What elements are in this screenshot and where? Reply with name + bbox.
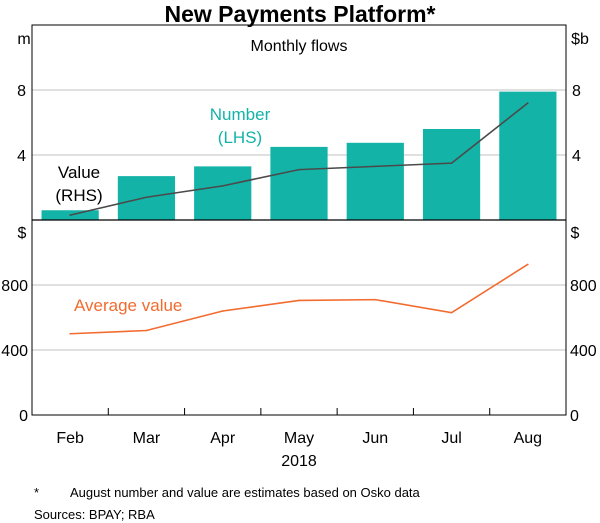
bar-number-jul <box>422 129 481 220</box>
point-value-aug <box>527 102 529 104</box>
y-tick-label-right-top: 8 <box>572 83 581 100</box>
point-average-feb <box>69 332 71 335</box>
y-tick-label-right-bottom: 800 <box>570 278 597 295</box>
footnote-star: * <box>34 485 39 500</box>
bar-number-jun <box>346 142 404 220</box>
point-value-feb <box>69 214 71 216</box>
y-tick-label-right-top: 4 <box>572 148 581 165</box>
point-average-jul <box>450 311 453 314</box>
y-tick-label-left-top: 4 <box>17 148 26 165</box>
point-value-jul <box>450 162 453 164</box>
y-tick-label-right-bottom: 400 <box>570 343 597 360</box>
right-unit-bottom: $ <box>571 225 580 242</box>
legend-value-line1: Value <box>58 163 100 182</box>
legend-value-line2: (RHS) <box>55 186 102 205</box>
y-tick-label-left-bottom: 800 <box>1 278 28 295</box>
point-value-may <box>298 168 300 171</box>
point-average-jun <box>374 298 377 301</box>
right-unit-top: $b <box>571 31 589 48</box>
point-value-jun <box>374 165 377 168</box>
x-tick-label: Aug <box>514 430 542 447</box>
chart-title: New Payments Platform* <box>165 1 436 27</box>
legend-number-line1: Number <box>210 105 271 124</box>
bar-number-apr <box>194 166 252 220</box>
legend-number-line2: (LHS) <box>218 128 262 147</box>
point-average-may <box>298 299 300 302</box>
y-tick-label-left-bottom: 0 <box>19 408 28 425</box>
bar-number-aug <box>499 91 557 220</box>
x-tick-label: Jul <box>441 430 461 447</box>
legend-average-value: Average value <box>74 296 182 315</box>
panel-subtitle: Monthly flows <box>251 38 348 55</box>
y-tick-label-left-top: 8 <box>17 83 26 100</box>
x-tick-label: Feb <box>56 430 84 447</box>
x-tick-label: Jun <box>362 430 388 447</box>
point-value-apr <box>221 185 224 187</box>
x-tick-label: May <box>284 430 314 447</box>
left-unit-bottom: $ <box>18 225 27 242</box>
point-average-mar <box>145 329 148 332</box>
x-group-label: 2018 <box>281 453 317 470</box>
x-tick-label: Apr <box>210 430 236 447</box>
bar-number-may <box>270 146 328 220</box>
y-tick-label-left-bottom: 400 <box>1 343 28 360</box>
point-average-aug <box>527 263 529 266</box>
footnote-note: August number and value are estimates ba… <box>70 485 421 500</box>
footnote-sources: Sources: BPAY; RBA <box>34 507 155 522</box>
point-average-apr <box>221 310 224 312</box>
y-tick-label-right-bottom: 0 <box>570 408 579 425</box>
x-tick-label: Mar <box>133 430 161 447</box>
point-value-mar <box>145 196 148 199</box>
left-unit-top: m <box>17 31 30 48</box>
